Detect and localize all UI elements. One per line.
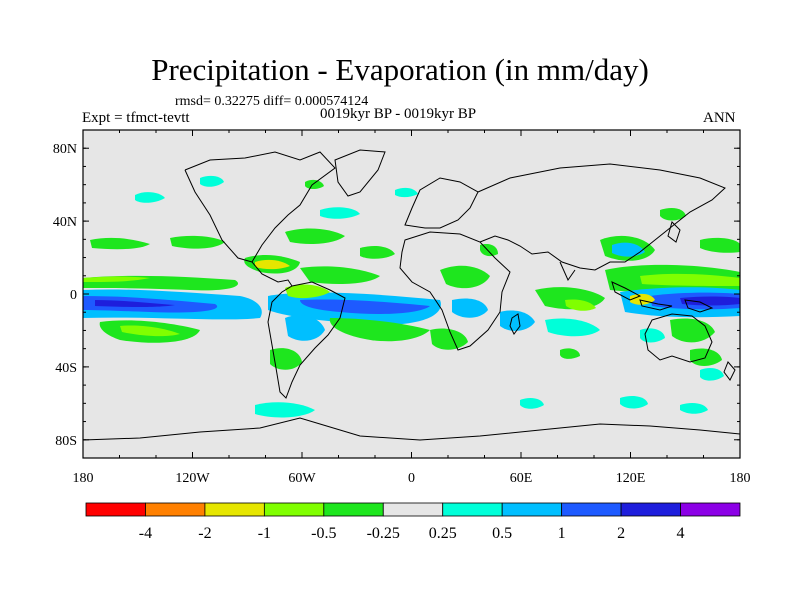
lat-tick-label: 80N — [53, 142, 77, 157]
lat-tick-label: 0 — [70, 288, 77, 303]
colorbar: -4 -2 -1 -0.5 -0.25 0.25 0.5 1 2 4 — [85, 502, 741, 542]
colorbar-label: -2 — [198, 525, 211, 542]
colorbar-swatch — [680, 502, 741, 517]
lon-tick-label: 60E — [510, 471, 533, 486]
colorbar-label: -0.5 — [311, 525, 336, 542]
colorbar-swatch — [561, 502, 622, 517]
lon-tick-label: 0 — [408, 471, 415, 486]
axis-ticks — [82, 129, 741, 459]
period-label: 0019kyr BP - 0019kyr BP — [320, 106, 477, 122]
colorbar-label: 4 — [677, 525, 685, 542]
lon-tick-label: 120W — [175, 471, 210, 486]
colorbar-swatch — [501, 502, 563, 517]
colorbar-label: -0.25 — [367, 525, 400, 542]
colorbar-swatch — [620, 502, 681, 517]
lat-tick-label: 40S — [55, 361, 77, 376]
colorbar-label: 0.25 — [429, 525, 457, 542]
colorbar-swatch — [442, 502, 503, 517]
coastlines — [83, 149, 740, 441]
lon-tick-label: 60W — [288, 471, 316, 486]
map-title: Precipitation - Evaporation (in mm/day) — [151, 52, 649, 87]
colorbar-label: -4 — [139, 525, 152, 542]
colorbar-swatch — [382, 502, 444, 517]
colorbar-label: 2 — [617, 525, 625, 542]
stats-label: rmsd= 0.32275 diff= 0.000574124 — [175, 94, 369, 109]
colorbar-label: -1 — [258, 525, 271, 542]
lon-tick-label: 180 — [730, 471, 751, 486]
experiment-label: Expt = tfmct-tevtt — [82, 110, 190, 126]
colorbar-label: 1 — [558, 525, 566, 542]
colorbar-swatch — [323, 502, 384, 517]
axis-tick-labels: 80N 40N 0 40S 80S 180 120W 60W 0 60E 120E 180 — [53, 142, 751, 486]
lon-tick-label: 180 — [73, 471, 94, 486]
lat-tick-label: 40N — [53, 215, 77, 230]
season-label: ANN — [703, 110, 736, 126]
colorbar-label: 0.5 — [492, 525, 512, 542]
colorbar-swatch — [204, 502, 265, 517]
lat-tick-label: 80S — [55, 434, 77, 449]
lon-tick-label: 120E — [616, 471, 646, 486]
colorbar-swatch — [263, 502, 325, 517]
colorbar-swatch — [85, 502, 146, 517]
colorbar-swatch — [145, 502, 206, 517]
